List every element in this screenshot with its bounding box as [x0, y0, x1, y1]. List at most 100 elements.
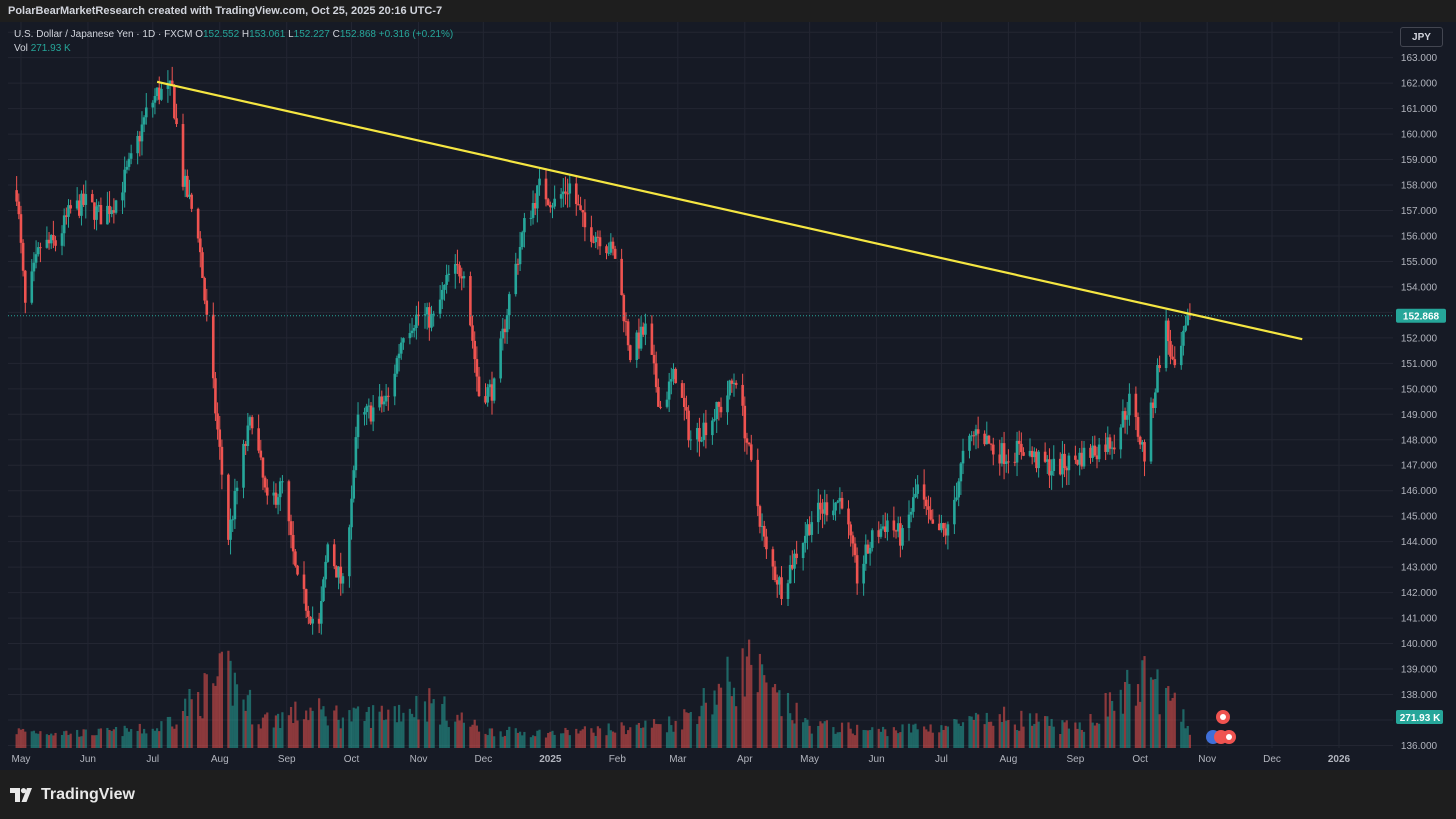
- volume-bar: [605, 735, 608, 748]
- candle-body: [140, 124, 144, 142]
- volume-bar: [916, 729, 919, 748]
- volume-bar: [490, 728, 494, 748]
- candle-body: [590, 227, 593, 242]
- volume-bar: [428, 688, 431, 748]
- volume-bar: [233, 672, 236, 748]
- candle-body: [894, 530, 898, 532]
- candle-body: [475, 359, 479, 377]
- candle-body: [1149, 402, 1153, 462]
- last-price-tag: 152.868: [1396, 308, 1446, 323]
- volume-bar: [1050, 718, 1053, 748]
- candle-body: [36, 247, 40, 255]
- volume-bar: [127, 731, 131, 748]
- candle-body: [471, 325, 474, 341]
- candle-body: [45, 239, 49, 248]
- volume-bar: [503, 735, 507, 748]
- candle-body: [957, 481, 961, 498]
- candle-body: [309, 616, 312, 624]
- candle-body: [810, 522, 814, 535]
- volume-bar: [1121, 713, 1125, 748]
- volume-bar: [272, 727, 275, 748]
- candle-body: [747, 442, 751, 445]
- volume-value-label: 271.93 K: [1400, 713, 1441, 724]
- volume-bar: [791, 720, 794, 748]
- candle-body: [348, 527, 351, 577]
- x-tick-label: Jun: [869, 754, 885, 765]
- volume-bar: [17, 728, 20, 748]
- candle-body: [659, 406, 662, 408]
- candle-body: [1015, 440, 1019, 463]
- chart-svg[interactable]: 136.000137.000138.000139.000140.000141.0…: [0, 0, 1456, 770]
- candle-body: [972, 435, 976, 437]
- volume-bar: [704, 702, 708, 748]
- volume-bar: [1035, 713, 1038, 748]
- volume-bar: [67, 734, 70, 748]
- volume-bar: [639, 728, 643, 748]
- legend-row-volume: Vol 271.93 K: [14, 42, 453, 56]
- candle-body: [991, 444, 995, 455]
- candle-body: [1141, 442, 1144, 445]
- volume-bar: [266, 712, 269, 748]
- volume-bar: [609, 730, 612, 748]
- candle-body: [881, 526, 885, 529]
- volume-bar: [594, 735, 597, 748]
- legend-volume: 271.93 K: [30, 43, 71, 54]
- y-tick-label: 142.000: [1401, 588, 1438, 599]
- volume-bar: [1098, 723, 1101, 748]
- candle-body: [916, 484, 919, 494]
- volume-bar: [732, 687, 736, 748]
- volume-bar: [354, 708, 357, 748]
- candle-body: [1184, 325, 1187, 331]
- brand[interactable]: TradingView: [10, 786, 135, 804]
- candle-body: [529, 217, 533, 219]
- volume-bar: [1046, 716, 1049, 748]
- candle-body: [1074, 455, 1077, 460]
- candle-body: [879, 528, 883, 537]
- volume-bar: [802, 722, 805, 748]
- volume-bar: [518, 731, 522, 748]
- volume-bar: [864, 730, 867, 748]
- candle-body: [607, 252, 610, 254]
- currency-button[interactable]: JPY: [1400, 27, 1443, 47]
- candle-body: [65, 215, 68, 217]
- volume-bar: [1141, 660, 1144, 748]
- legend-close: 152.868: [339, 29, 376, 40]
- volume-bar: [443, 696, 446, 748]
- candle-body: [201, 252, 204, 278]
- volume-bar: [63, 731, 66, 748]
- volume-bar: [1028, 713, 1032, 748]
- event-markers[interactable]: [1206, 710, 1236, 744]
- candle-body: [685, 406, 688, 411]
- volume-bar: [672, 731, 675, 748]
- volume-bar: [685, 712, 688, 748]
- legend-close-label: C: [332, 29, 340, 40]
- candle-body: [1125, 415, 1129, 420]
- candle-body: [1004, 461, 1008, 464]
- volume-bar: [884, 729, 887, 748]
- volume-bar: [1091, 722, 1094, 748]
- y-tick-label: 160.000: [1401, 130, 1438, 141]
- candle-body: [199, 238, 202, 253]
- candle-body: [417, 314, 420, 316]
- volume-bar: [1082, 731, 1086, 748]
- candle-body: [272, 492, 276, 496]
- candles: [15, 66, 1192, 635]
- candle-body: [428, 307, 431, 328]
- volume-bar: [983, 724, 986, 748]
- candle-body: [523, 218, 526, 233]
- y-tick-label: 162.000: [1401, 79, 1438, 90]
- volume-bar: [534, 736, 537, 748]
- candle-body: [581, 210, 585, 213]
- candle-body: [652, 354, 656, 364]
- candle-body: [566, 193, 569, 195]
- candle-body: [505, 315, 509, 333]
- candle-body: [216, 413, 219, 430]
- volume-bar: [771, 687, 774, 748]
- candle-body: [1022, 452, 1025, 456]
- candle-body: [317, 618, 321, 624]
- candle-body: [183, 175, 187, 187]
- volume-bar: [1171, 697, 1174, 748]
- volume-bar: [1154, 679, 1157, 748]
- candle-body: [30, 271, 34, 303]
- volume-bar: [1186, 726, 1189, 748]
